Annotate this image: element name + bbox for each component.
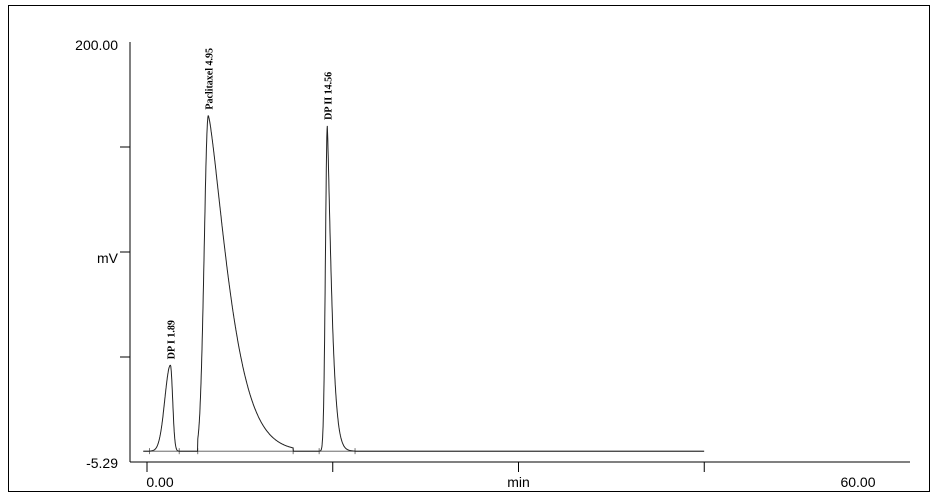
peak-label-dp-ii: DP II 14.56 — [323, 72, 334, 120]
y-tick-label-bottom: -5.29 — [86, 455, 118, 471]
y-ticks — [120, 146, 130, 358]
chromatogram-trace — [143, 115, 704, 452]
peak-label-dp-i: DP I 1.89 — [166, 320, 177, 359]
trace-line — [143, 115, 704, 452]
y-axis-label: mV — [97, 250, 119, 266]
y-tick-label-top: 200.00 — [75, 37, 118, 53]
x-tick-label-left: 0.00 — [146, 474, 173, 490]
x-tick-label-right: 60.00 — [840, 474, 875, 490]
chart-frame — [8, 5, 930, 492]
peak-label-paclitaxel: Paclitaxel 4.95 — [204, 48, 215, 110]
x-tick-label-middle: min — [507, 474, 530, 490]
x-ticks — [146, 462, 705, 472]
